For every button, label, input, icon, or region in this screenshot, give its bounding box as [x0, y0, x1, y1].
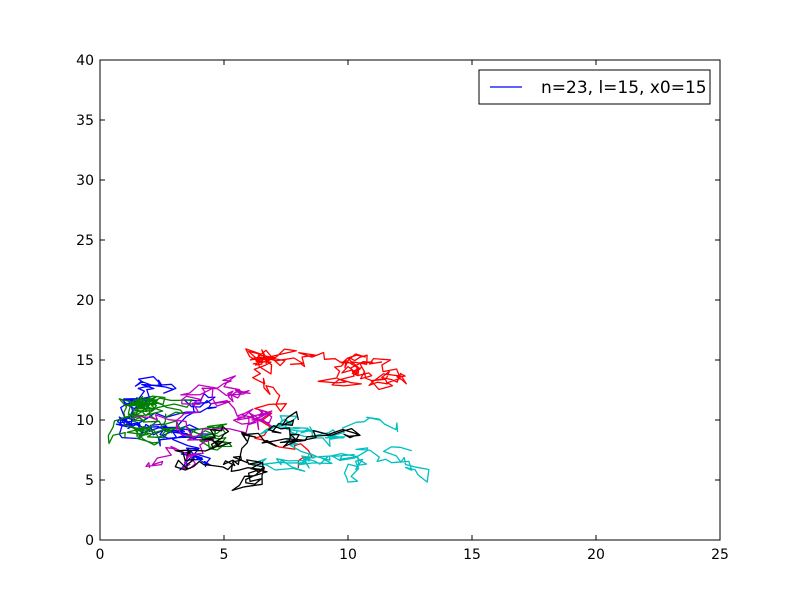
- y-tick-label: 0: [85, 533, 94, 549]
- tick-layer: 0 5 10 15 20 25 0 5 10 15 20 25 30 35 40: [76, 53, 729, 563]
- y-tick-label: 40: [76, 53, 94, 69]
- y-tick-label: 15: [76, 353, 94, 369]
- x-tick-label: 25: [711, 547, 729, 563]
- series-layer: [107, 348, 430, 492]
- legend: n=23, l=15, x0=15: [478, 69, 711, 105]
- y-tick-label: 20: [76, 293, 94, 309]
- x-tick-label: 15: [463, 547, 481, 563]
- x-tick-label: 5: [220, 547, 229, 563]
- x-tick-label: 0: [96, 547, 105, 563]
- legend-label: n=23, l=15, x0=15: [541, 78, 707, 98]
- axes-frame: [99, 59, 721, 541]
- y-tick-label: 30: [76, 173, 94, 189]
- y-tick-label: 25: [76, 233, 94, 249]
- series-line-4: [134, 375, 273, 470]
- series-line-1: [107, 395, 233, 451]
- y-tick-label: 10: [76, 413, 94, 429]
- x-tick-label: 10: [339, 547, 357, 563]
- series-line-3: [250, 415, 430, 483]
- series-line-2: [245, 348, 407, 468]
- plot-area: [100, 60, 720, 540]
- y-tick-label: 35: [76, 113, 94, 129]
- y-tick-label: 5: [85, 473, 94, 489]
- series-line-5: [174, 411, 361, 492]
- x-tick-label: 20: [587, 547, 605, 563]
- series-line-0: [115, 376, 217, 471]
